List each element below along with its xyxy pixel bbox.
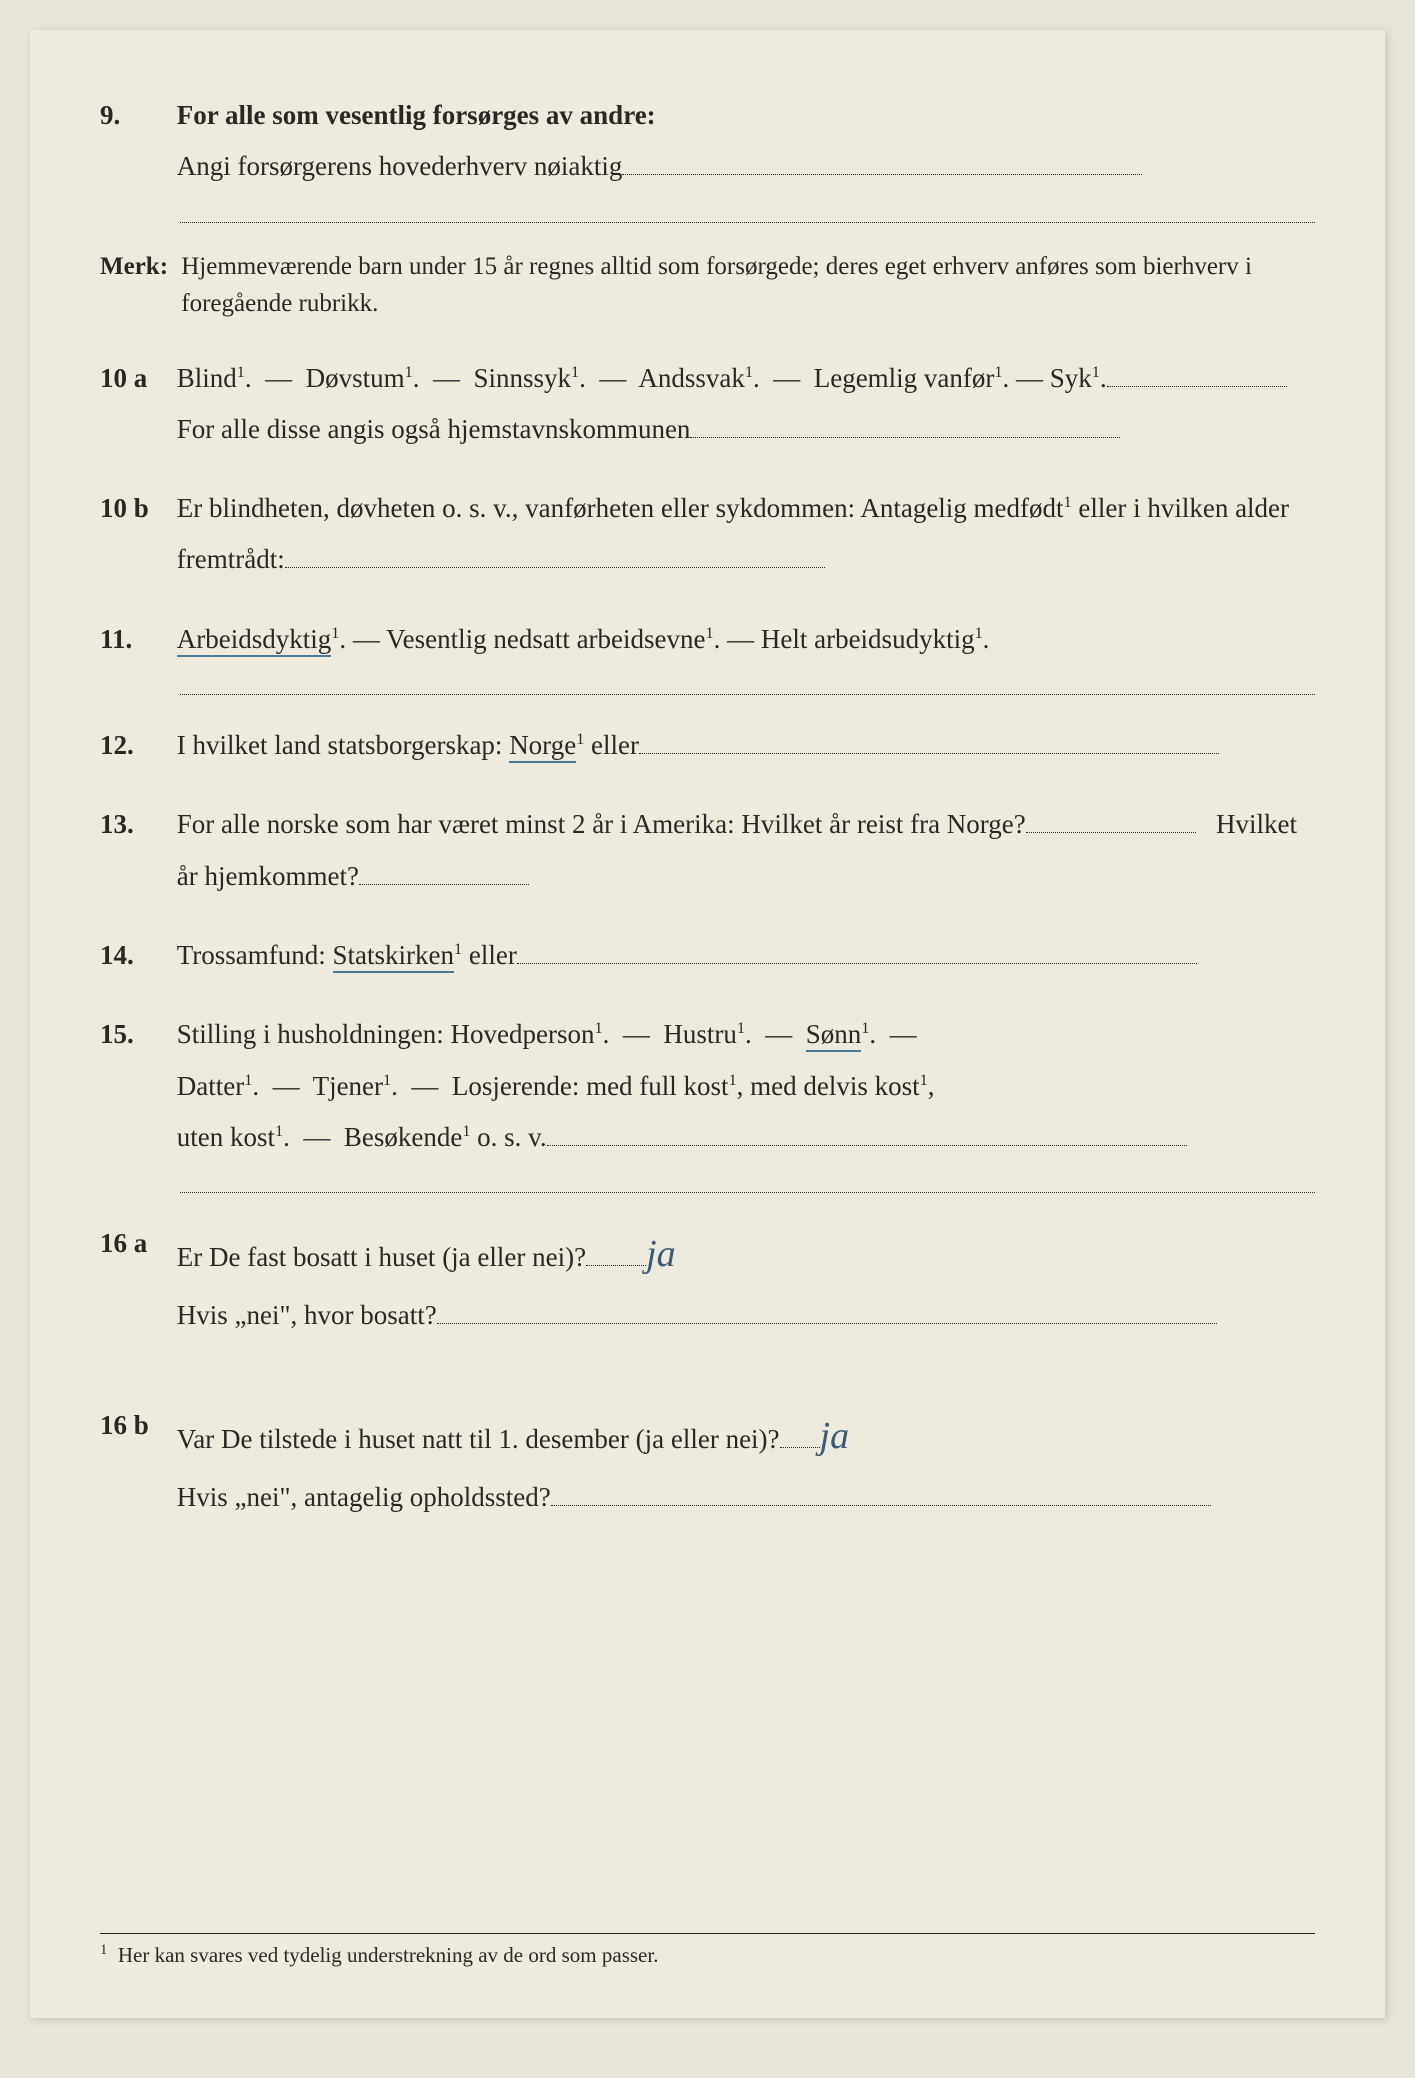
q14-number: 14. xyxy=(100,930,170,981)
footnote-text: Her kan svares ved tydelig understreknin… xyxy=(118,1943,659,1967)
q11-blank-full[interactable] xyxy=(180,693,1315,695)
merk-label: Merk: xyxy=(100,248,175,286)
q10a-opt-4[interactable]: Legemlig vanfør xyxy=(814,363,995,393)
q15-opt-tjener[interactable]: Tjener xyxy=(313,1071,383,1101)
q14-underlined[interactable]: Statskirken xyxy=(333,940,455,973)
q16b-text: Var De tilstede i huset natt til 1. dese… xyxy=(177,1424,780,1454)
question-11: 11. Arbeidsdyktig1. — Vesentlig nedsatt … xyxy=(100,614,1315,665)
q15-osv: o. s. v. xyxy=(470,1122,546,1152)
question-13: 13. For alle norske som har været minst … xyxy=(100,799,1315,902)
q16a-answer: ja xyxy=(646,1233,676,1275)
q16b-blank2[interactable] xyxy=(551,1505,1211,1506)
q16a-number: 16 a xyxy=(100,1218,170,1269)
question-9: 9. For alle som vesentlig forsørges av a… xyxy=(100,90,1315,193)
q15-blank[interactable] xyxy=(547,1145,1187,1146)
q12-underlined[interactable]: Norge xyxy=(509,730,576,763)
q12-blank[interactable] xyxy=(639,753,1219,754)
q14-blank[interactable] xyxy=(517,963,1197,964)
q15-besok[interactable]: Besøkende xyxy=(344,1122,462,1152)
q15-number: 15. xyxy=(100,1009,170,1060)
q16a-blank-pre[interactable] xyxy=(586,1265,646,1266)
form-page: 9. For alle som vesentlig forsørges av a… xyxy=(30,30,1385,2018)
question-10a: 10 a Blind1. — Døvstum1. — Sinnssyk1. — … xyxy=(100,353,1315,456)
question-16b: 16 b Var De tilstede i huset natt til 1.… xyxy=(100,1400,1315,1523)
q10a-opt-3[interactable]: Andssvak xyxy=(638,363,745,393)
q16b-number: 16 b xyxy=(100,1400,170,1451)
q13-number: 13. xyxy=(100,799,170,850)
q11-opt1[interactable]: Arbeidsdyktig xyxy=(177,624,332,657)
q9-line: Angi forsørgerens hovederhverv nøiaktig xyxy=(177,151,623,181)
q10b-text: Er blindheten, døvheten o. s. v., vanfør… xyxy=(177,493,1064,523)
q15-text: Stilling i husholdningen: xyxy=(177,1019,451,1049)
q10a-opt-2[interactable]: Sinnssyk xyxy=(473,363,571,393)
q16b-answer: ja xyxy=(820,1415,850,1457)
q13-blank2[interactable] xyxy=(359,884,529,885)
q16b-blank-pre[interactable] xyxy=(780,1447,820,1448)
q16a-blank2[interactable] xyxy=(437,1323,1217,1324)
question-16a: 16 a Er De fast bosatt i huset (ja eller… xyxy=(100,1218,1315,1341)
q10a-blank2[interactable] xyxy=(690,437,1120,438)
question-10b: 10 b Er blindheten, døvheten o. s. v., v… xyxy=(100,483,1315,586)
q13-blank1[interactable] xyxy=(1026,832,1196,833)
q9-blank[interactable] xyxy=(622,174,1142,175)
q16a-line2: Hvis „nei", hvor bosatt? xyxy=(177,1300,437,1330)
q16b-line2: Hvis „nei", antagelig opholdssted? xyxy=(177,1482,551,1512)
q12-number: 12. xyxy=(100,720,170,771)
q10a-opt-0[interactable]: Blind xyxy=(177,363,237,393)
q10a-number: 10 a xyxy=(100,353,170,404)
q10a-opt-5[interactable]: Syk xyxy=(1050,363,1092,393)
q14-text: Trossamfund: xyxy=(177,940,333,970)
q15-opt-datter[interactable]: Datter xyxy=(177,1071,244,1101)
q10b-number: 10 b xyxy=(100,483,170,534)
q14-after: eller xyxy=(462,940,517,970)
q10b-blank[interactable] xyxy=(285,567,825,568)
q15-opt-hu[interactable]: Hustru xyxy=(663,1019,737,1049)
note-merk: Merk: Hjemmeværende barn under 15 år reg… xyxy=(100,248,1315,323)
question-15: 15. Stilling i husholdningen: Hovedperso… xyxy=(100,1009,1315,1163)
q12-after: eller xyxy=(584,730,639,760)
q12-text: I hvilket land statsborgerskap: xyxy=(177,730,509,760)
q10a-opt-1[interactable]: Døvstum xyxy=(306,363,405,393)
footnote: 1 Her kan svares ved tydelig understrekn… xyxy=(100,1933,1315,1968)
q16a-text: Er De fast bosatt i huset (ja eller nei)… xyxy=(177,1242,586,1272)
q9-blank-full[interactable] xyxy=(180,221,1315,223)
q10a-line2: For alle disse angis også hjemstavnskomm… xyxy=(177,414,691,444)
q15-losj[interactable]: Losjerende: med full kost xyxy=(452,1071,729,1101)
q15-opt-hp[interactable]: Hovedperson xyxy=(451,1019,595,1049)
q11-number: 11. xyxy=(100,614,170,665)
q15-blank-full[interactable] xyxy=(180,1191,1315,1193)
q11-opt3[interactable]: Helt arbeidsudyktig xyxy=(761,624,975,654)
merk-text: Hjemmeværende barn under 15 år regnes al… xyxy=(181,248,1311,323)
question-14: 14. Trossamfund: Statskirken1 eller xyxy=(100,930,1315,981)
q15-opt-sonn[interactable]: Sønn xyxy=(806,1019,862,1052)
q15-uten[interactable]: uten kost xyxy=(177,1122,275,1152)
q9-title: For alle som vesentlig forsørges av andr… xyxy=(177,100,656,130)
footnote-marker: 1 xyxy=(100,1942,107,1958)
q10a-blank1[interactable] xyxy=(1107,386,1287,387)
question-12: 12. I hvilket land statsborgerskap: Norg… xyxy=(100,720,1315,771)
q11-opt2[interactable]: Vesentlig nedsatt arbeidsevne xyxy=(386,624,705,654)
q15-delvis[interactable]: , med delvis kost xyxy=(737,1071,920,1101)
q13-text: For alle norske som har været minst 2 år… xyxy=(177,809,1026,839)
q9-number: 9. xyxy=(100,90,170,141)
